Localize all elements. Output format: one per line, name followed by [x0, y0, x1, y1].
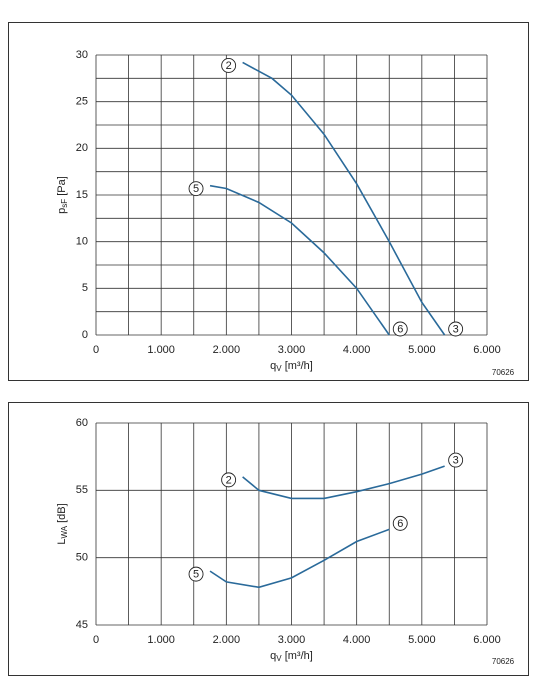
x-axis-label-main: q — [270, 650, 276, 662]
y-tick-label: 25 — [76, 96, 88, 108]
x-axis-label-sub: V — [276, 654, 282, 663]
x-axis-label-unit: [m³/h] — [282, 360, 313, 372]
curve — [242, 465, 445, 500]
y-axis-label: psF [Pa] — [56, 176, 69, 214]
y-tick-label: 30 — [76, 49, 88, 61]
x-tick-label: 1.000 — [147, 634, 175, 646]
curve-tag: 5 — [193, 183, 199, 195]
y-axis-label: LWA [dB] — [56, 503, 69, 544]
x-axis-label: qV [m³/h] — [270, 360, 313, 373]
panel-frame — [8, 22, 529, 381]
curve-tag-circle — [392, 515, 408, 531]
x-tick-label: 3.000 — [278, 344, 306, 356]
curve-tag-circle — [221, 58, 237, 73]
y-tick-label: 5 — [82, 282, 88, 294]
curve-tag: 6 — [397, 518, 403, 530]
curve — [209, 528, 390, 589]
y-axis-label-unit: [Pa] — [56, 176, 68, 199]
curve-tag: 6 — [397, 323, 403, 335]
y-tick-label: 0 — [82, 329, 88, 341]
figure-code: 70626 — [492, 368, 515, 377]
curve — [242, 61, 446, 336]
curve-tag: 5 — [193, 569, 199, 581]
y-tick-label: 20 — [76, 142, 88, 154]
y-tick-label: 10 — [76, 236, 88, 248]
curve-tag: 2 — [226, 474, 232, 486]
y-axis-label-main: L — [56, 539, 68, 545]
curve-tag-circle — [392, 321, 408, 337]
x-tick-label: 5.000 — [408, 634, 436, 646]
curve-tag: 2 — [226, 60, 232, 72]
y-tick-label: 50 — [76, 552, 88, 564]
x-tick-label: 0 — [93, 344, 99, 356]
curve-tag-circle — [188, 181, 204, 197]
curve-tag: 3 — [453, 454, 459, 466]
x-tick-label: 6.000 — [473, 634, 501, 646]
y-tick-label: 15 — [76, 189, 88, 201]
x-axis-label-unit: [m³/h] — [282, 650, 313, 662]
x-axis-label-sub: V — [276, 364, 282, 373]
y-tick-label: 45 — [76, 619, 88, 631]
x-tick-label: 6.000 — [473, 344, 501, 356]
curve-tag-circle — [448, 452, 464, 468]
y-tick-label: 60 — [76, 417, 88, 429]
x-tick-label: 4.000 — [343, 344, 371, 356]
y-axis-label-sub: sF — [60, 199, 69, 208]
x-tick-label: 3.000 — [278, 634, 306, 646]
y-axis-label-main: p — [56, 208, 68, 214]
panel-frame — [8, 402, 529, 676]
figure-code: 70626 — [492, 657, 515, 666]
x-tick-label: 2.000 — [213, 634, 241, 646]
y-tick-label: 55 — [76, 484, 88, 496]
curve-tag: 3 — [453, 323, 459, 335]
x-axis-label-main: q — [270, 360, 276, 372]
x-tick-label: 2.000 — [213, 344, 241, 356]
curve-tag-circle — [221, 472, 237, 488]
curve — [209, 184, 390, 336]
y-axis-label-sub: WA — [60, 525, 69, 538]
curve-tag-circle — [448, 321, 464, 337]
x-tick-label: 5.000 — [408, 344, 436, 356]
curve-tag-circle — [188, 566, 204, 582]
x-tick-label: 1.000 — [147, 344, 175, 356]
x-axis-label: qV [m³/h] — [270, 650, 313, 663]
x-tick-label: 4.000 — [343, 634, 371, 646]
x-tick-label: 0 — [93, 634, 99, 646]
y-axis-label-unit: [dB] — [56, 503, 68, 526]
